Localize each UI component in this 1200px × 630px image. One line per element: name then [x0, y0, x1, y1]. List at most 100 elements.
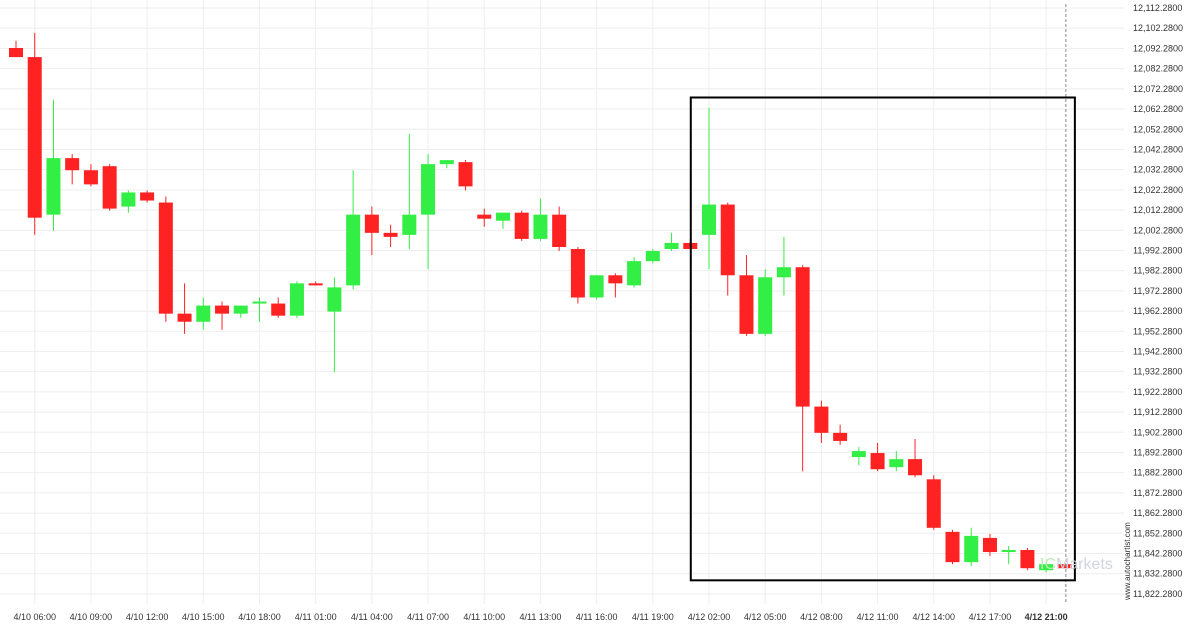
candle-body	[720, 204, 735, 276]
candle-body	[177, 313, 192, 322]
y-tick-label: 12,042.2800	[1133, 144, 1183, 154]
y-tick-label: 12,032.2800	[1133, 165, 1183, 175]
credit-text: www.autochartist.com	[1123, 522, 1132, 601]
candle-body	[9, 48, 23, 58]
candle-body	[758, 277, 773, 334]
y-tick-label: 11,922.2800	[1133, 387, 1182, 397]
candle-body	[140, 192, 155, 201]
candle-body	[289, 283, 304, 316]
candle-body	[158, 202, 173, 314]
y-tick-label: 11,852.2800	[1133, 528, 1182, 538]
x-tick-label: 4/11 01:00	[295, 612, 337, 622]
candle-body	[196, 305, 211, 322]
candle-body	[945, 531, 960, 563]
pattern-box	[689, 96, 1076, 582]
candle-body	[908, 459, 923, 476]
x-tick-label: 4/10 15:00	[182, 612, 225, 622]
y-tick-label: 11,942.2800	[1133, 346, 1182, 356]
x-tick-label: 4/10 09:00	[70, 612, 113, 622]
candle-body	[233, 305, 248, 314]
candle-body	[102, 166, 117, 209]
y-tick-label: 12,012.2800	[1133, 205, 1183, 215]
y-tick-label: 11,992.2800	[1133, 245, 1182, 255]
candle-body	[346, 214, 361, 286]
y-tick-label: 11,892.2800	[1133, 447, 1182, 457]
candle-body	[65, 158, 80, 171]
x-tick-label: 4/12 02:00	[688, 612, 731, 622]
candle-body	[851, 451, 866, 458]
x-tick-label: 4/10 12:00	[126, 612, 169, 622]
candle-body	[982, 537, 997, 553]
candle-body	[645, 251, 660, 262]
candle-body	[383, 232, 398, 237]
x-tick-label: 4/12 08:00	[800, 612, 843, 622]
x-tick-label: 4/11 04:00	[351, 612, 393, 622]
y-tick-label: 11,982.2800	[1133, 266, 1182, 276]
y-tick-label: 12,082.2800	[1133, 64, 1183, 74]
y-tick-label: 11,832.2800	[1133, 569, 1182, 579]
candle-body	[83, 170, 98, 185]
y-tick-label: 11,902.2800	[1133, 427, 1182, 437]
candle-body	[215, 305, 230, 314]
candle-body	[739, 275, 754, 334]
candle-body	[552, 214, 567, 247]
y-tick-label: 12,092.2800	[1133, 43, 1183, 53]
y-tick-label: 12,102.2800	[1133, 23, 1183, 33]
y-tick-label: 11,862.2800	[1133, 508, 1182, 518]
x-axis: 4/10 06:00 4/10 09:00 4/10 12:00 4/10 15:00…	[13, 612, 1067, 622]
candle-body	[439, 160, 454, 165]
candle-body	[533, 214, 548, 239]
y-tick-label: 11,962.2800	[1133, 306, 1182, 316]
candle-body	[364, 214, 379, 233]
candle-body	[1020, 550, 1035, 569]
candle-body	[776, 267, 791, 278]
candle-body	[1001, 550, 1016, 553]
x-tick-label: 4/10 18:00	[238, 612, 281, 622]
candle-body	[889, 459, 904, 468]
y-tick-label: 11,882.2800	[1133, 468, 1182, 478]
x-tick-label: 4/11 10:00	[463, 612, 505, 622]
candle-body	[271, 303, 286, 316]
candle-body	[570, 249, 585, 298]
candle-body	[627, 261, 642, 286]
watermark-prefix: IC	[1040, 556, 1056, 573]
candle-body	[795, 267, 810, 407]
candle-body	[46, 158, 61, 215]
y-tick-label: 11,822.2800	[1133, 589, 1182, 599]
y-tick-label: 11,872.2800	[1133, 488, 1182, 498]
candle-body	[402, 214, 417, 235]
candle-body	[1057, 564, 1072, 569]
x-tick-label: 4/11 13:00	[520, 612, 562, 622]
candle-body	[421, 164, 436, 215]
candle-body	[608, 275, 623, 284]
x-tick-label: 4/12 17:00	[969, 612, 1012, 622]
candle-body	[477, 214, 492, 219]
y-tick-label: 12,022.2800	[1133, 185, 1183, 195]
candle-body	[514, 212, 529, 239]
candle-body	[1039, 564, 1054, 571]
y-axis: 12,112.2800 12,102.2800 12,092.2800 12,082.…	[1133, 3, 1183, 599]
x-tick-label: 4/12 11:00	[857, 612, 899, 622]
x-tick-label: 4/12 21:00	[1025, 612, 1068, 622]
y-tick-label: 12,112.2800	[1133, 3, 1182, 13]
candle-body	[702, 204, 717, 235]
y-tick-label: 12,072.2800	[1133, 84, 1183, 94]
y-tick-label: 12,052.2800	[1133, 124, 1183, 134]
x-tick-label: 4/12 05:00	[744, 612, 787, 622]
candle-body	[870, 453, 885, 470]
x-tick-label: 4/11 19:00	[632, 612, 674, 622]
watermark-logo: ICMarkets	[1040, 556, 1113, 573]
x-tick-label: 4/12 14:00	[912, 612, 955, 622]
candle-body	[589, 275, 604, 298]
candle-body	[926, 479, 941, 528]
x-tick-label: 4/11 07:00	[407, 612, 449, 622]
y-tick-label: 11,842.2800	[1133, 548, 1182, 558]
y-tick-label: 11,972.2800	[1133, 286, 1182, 296]
candle-body	[27, 57, 42, 218]
candle-body	[664, 242, 679, 250]
candle-body	[495, 212, 510, 221]
candle-body	[833, 432, 848, 441]
y-tick-label: 12,062.2800	[1133, 104, 1183, 114]
y-tick-label: 11,952.2800	[1133, 326, 1182, 336]
watermark-name: Markets	[1056, 556, 1113, 573]
